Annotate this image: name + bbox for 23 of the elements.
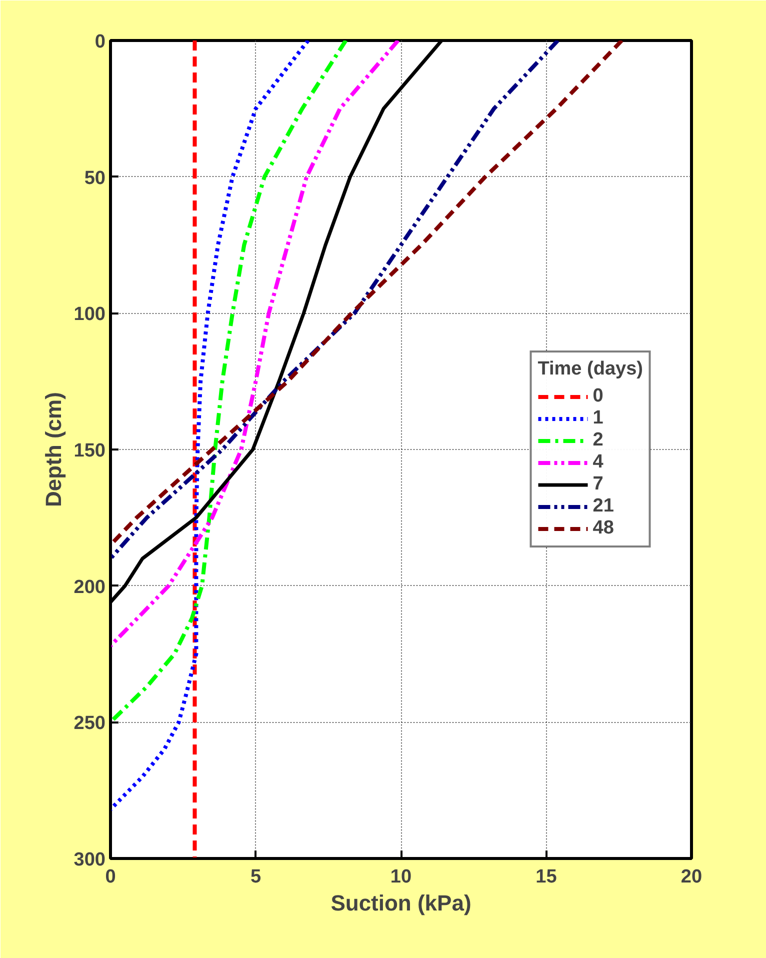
x-tick-label: 15: [536, 866, 558, 888]
x-axis-title: Suction (kPa): [330, 890, 472, 916]
x-tick-label: 5: [250, 866, 262, 888]
legend-label: 2: [592, 430, 604, 452]
y-tick-label: 200: [74, 576, 106, 598]
legend-label: 7: [592, 474, 604, 496]
legend-label: 0: [592, 386, 604, 408]
y-tick-label: 250: [74, 713, 106, 734]
x-tick-label: 20: [680, 866, 702, 888]
line-series: [110, 40, 400, 648]
y-tick-label: 0: [94, 32, 106, 52]
legend-title: Time (days): [538, 358, 643, 380]
legend-label: 4: [592, 452, 604, 474]
y-tick-label: 100: [74, 304, 106, 326]
y-tick-label: 300: [74, 850, 106, 870]
y-axis-title: Depth (cm): [40, 392, 66, 507]
y-tick-label: 150: [74, 440, 106, 462]
legend-label: 1: [592, 408, 604, 430]
legend-label: 48: [592, 518, 614, 540]
legend-label: 21: [592, 496, 614, 518]
y-tick-label: 50: [84, 168, 106, 189]
line-series: [110, 40, 310, 812]
x-tick-label: 10: [390, 866, 412, 888]
